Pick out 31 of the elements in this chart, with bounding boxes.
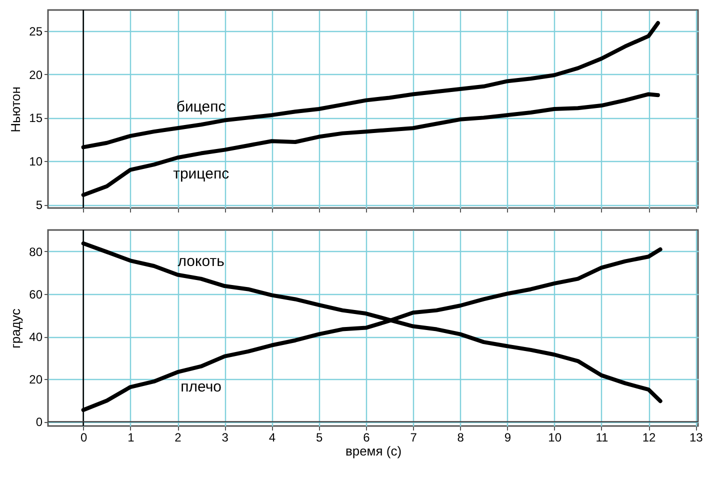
x-tick-label: 8 — [457, 430, 464, 444]
x-tick-label: 0 — [80, 430, 88, 444]
y-tick-label: 5 — [36, 198, 43, 212]
x-tick-label: 10 — [548, 430, 562, 444]
y-tick-label: 15 — [29, 111, 43, 126]
series-label: локоть — [178, 252, 225, 270]
series-label: трицепс — [173, 165, 230, 182]
y-tick-label: 25 — [29, 24, 43, 38]
x-tick-label: 9 — [504, 430, 512, 444]
x-tick-label: 5 — [316, 430, 323, 444]
x-tick-label: 13 — [689, 430, 704, 444]
y-tick-label: 10 — [29, 154, 43, 169]
x-tick-label: 12 — [642, 430, 656, 444]
series-label: плечо — [180, 378, 222, 396]
x-tick-label: 3 — [222, 430, 229, 444]
y-tick-label: 20 — [29, 372, 43, 387]
y-tick-label: 80 — [29, 244, 43, 259]
y-axis-title: Ньютон — [8, 86, 24, 132]
y-axis-title: градус — [8, 308, 24, 348]
x-tick-label: 4 — [268, 430, 276, 444]
y-tick-label: 60 — [29, 287, 43, 302]
series-label: бицепс — [176, 98, 226, 116]
y-tick-label: 0 — [36, 415, 43, 430]
x-tick-label: 11 — [596, 430, 608, 444]
x-axis-title: время (с) — [345, 444, 402, 458]
x-tick-label: 2 — [174, 430, 182, 444]
y-tick-label: 20 — [29, 68, 43, 82]
y-tick-label: 40 — [29, 330, 43, 344]
x-tick-label: 6 — [363, 430, 370, 444]
x-tick-label: 7 — [410, 430, 418, 444]
x-tick-label: 1 — [128, 430, 135, 444]
